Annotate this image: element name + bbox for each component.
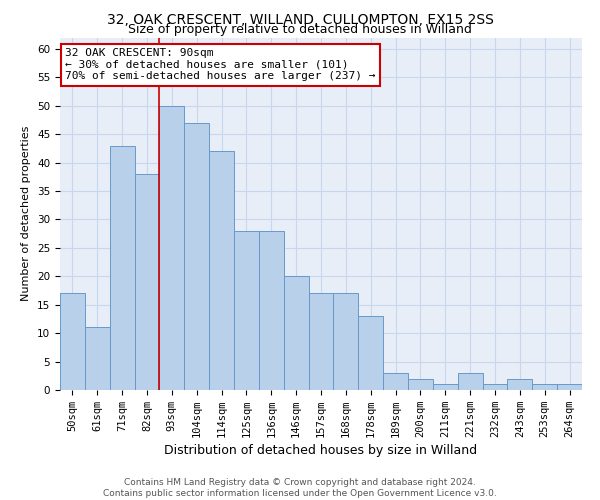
Bar	[557, 384, 582, 390]
Bar	[85, 328, 110, 390]
Bar	[458, 373, 482, 390]
Bar	[358, 316, 383, 390]
Bar	[508, 378, 532, 390]
Bar	[433, 384, 458, 390]
Bar	[259, 231, 284, 390]
Bar	[234, 231, 259, 390]
Text: Contains HM Land Registry data © Crown copyright and database right 2024.
Contai: Contains HM Land Registry data © Crown c…	[103, 478, 497, 498]
Bar	[134, 174, 160, 390]
Bar	[383, 373, 408, 390]
Text: 32 OAK CRESCENT: 90sqm
← 30% of detached houses are smaller (101)
70% of semi-de: 32 OAK CRESCENT: 90sqm ← 30% of detached…	[65, 48, 376, 82]
Bar	[184, 123, 209, 390]
Bar	[209, 151, 234, 390]
Bar	[160, 106, 184, 390]
Text: 32, OAK CRESCENT, WILLAND, CULLOMPTON, EX15 2SS: 32, OAK CRESCENT, WILLAND, CULLOMPTON, E…	[107, 12, 493, 26]
Bar	[284, 276, 308, 390]
Bar	[60, 294, 85, 390]
X-axis label: Distribution of detached houses by size in Willand: Distribution of detached houses by size …	[164, 444, 478, 457]
Bar	[408, 378, 433, 390]
Bar	[482, 384, 508, 390]
Bar	[110, 146, 134, 390]
Bar	[334, 294, 358, 390]
Y-axis label: Number of detached properties: Number of detached properties	[22, 126, 31, 302]
Text: Size of property relative to detached houses in Willand: Size of property relative to detached ho…	[128, 22, 472, 36]
Bar	[308, 294, 334, 390]
Bar	[532, 384, 557, 390]
